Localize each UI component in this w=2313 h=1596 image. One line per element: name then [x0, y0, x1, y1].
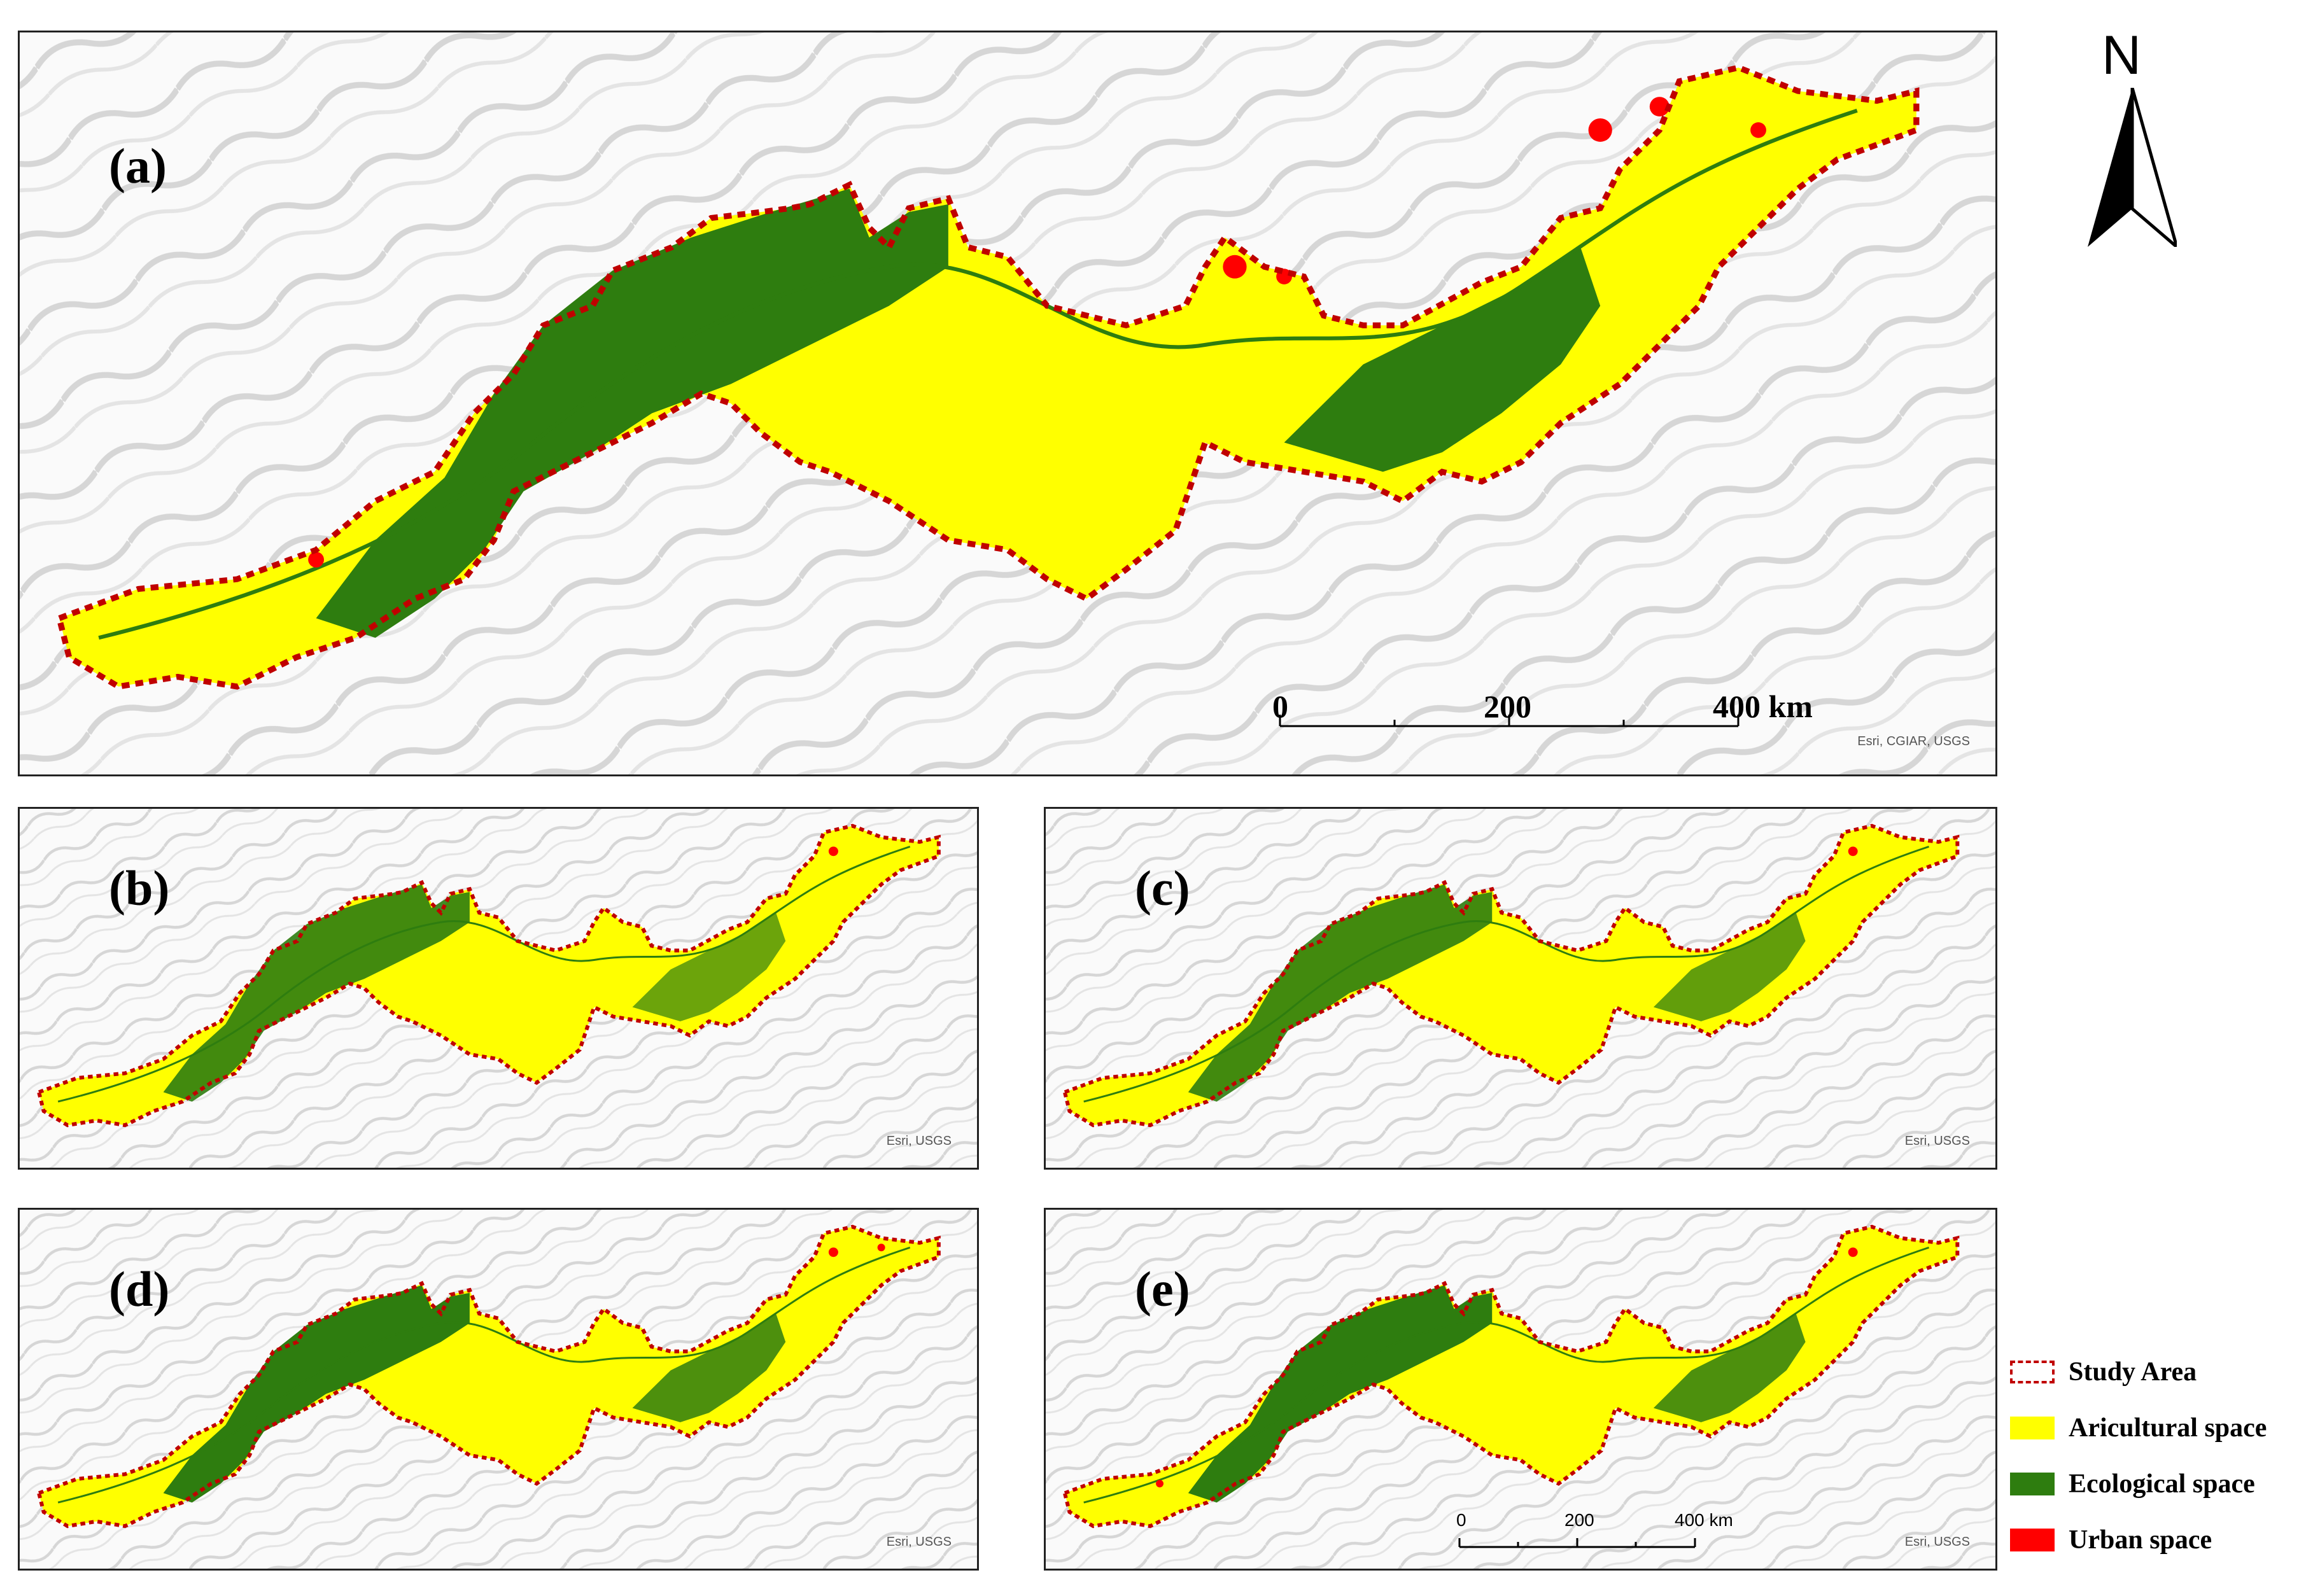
- urban-cluster: [1649, 97, 1670, 116]
- urban-cluster: [1223, 255, 1247, 279]
- scale-bar: [1279, 715, 1740, 727]
- scale-tick-label: 0: [1456, 1510, 1466, 1530]
- map-attribution: Esri, USGS: [886, 1134, 952, 1148]
- yellow-swatch-icon: [2010, 1417, 2055, 1439]
- scale-tick-label: 200: [1484, 689, 1531, 724]
- urban-cluster: [1848, 1247, 1858, 1257]
- urban-cluster: [1848, 846, 1858, 857]
- legend-item-agricultural: Aricultural space: [2010, 1400, 2303, 1456]
- panel-label: (b): [109, 860, 170, 916]
- urban-cluster: [1588, 118, 1612, 142]
- scale-tick-label: 400 km: [1675, 1510, 1733, 1530]
- north-arrow-icon: [2088, 88, 2177, 247]
- hillshade-basemap: [20, 1210, 977, 1569]
- legend-item-ecological: Ecological space: [2010, 1456, 2303, 1512]
- map-panel-b: (b) Esri, USGS: [18, 807, 979, 1170]
- legend-item-urban: Urban space: [2010, 1512, 2303, 1568]
- legend: Study Area Aricultural space Ecological …: [2010, 1344, 2303, 1568]
- urban-cluster: [828, 846, 838, 857]
- panel-label: (c): [1135, 860, 1190, 916]
- map-attribution: Esri, USGS: [886, 1535, 952, 1549]
- hillshade-basemap: [20, 809, 977, 1168]
- legend-label: Urban space: [2069, 1525, 2212, 1555]
- scale-tick-label: 400 km: [1713, 689, 1813, 724]
- hillshade-basemap: [20, 32, 1995, 774]
- map-panel-e: (e) 0 200 400 km Esri, USGS: [1044, 1208, 1997, 1571]
- map-panel-a: (a) 0 200 400 km Esri, CGIAR, USGS: [18, 31, 1997, 776]
- urban-cluster: [1156, 1480, 1164, 1488]
- panel-label: (a): [109, 138, 167, 193]
- urban-cluster: [1750, 122, 1766, 138]
- map-attribution: Esri, USGS: [1904, 1134, 1970, 1148]
- urban-cluster: [828, 1247, 838, 1257]
- map-attribution: Esri, CGIAR, USGS: [1857, 734, 1970, 748]
- legend-label: Ecological space: [2069, 1469, 2255, 1499]
- panel-label: (d): [109, 1261, 170, 1317]
- hillshade-basemap: [1046, 1210, 1995, 1569]
- scale-tick-label: 200: [1564, 1510, 1594, 1530]
- urban-cluster: [877, 1243, 885, 1252]
- map-attribution: Esri, USGS: [1904, 1535, 1970, 1549]
- map-panel-c: (c) Esri, USGS: [1044, 807, 1997, 1170]
- north-label: N: [2102, 25, 2142, 86]
- scale-bar: [1458, 1538, 1696, 1548]
- urban-cluster: [308, 552, 325, 568]
- red-swatch-icon: [2010, 1529, 2055, 1551]
- hillshade-basemap: [1046, 809, 1995, 1168]
- legend-label: Study Area: [2069, 1357, 2197, 1387]
- panel-label: (e): [1135, 1261, 1190, 1317]
- north-arrow: N: [2069, 24, 2183, 253]
- legend-item-study-area: Study Area: [2010, 1344, 2303, 1400]
- green-swatch-icon: [2010, 1473, 2055, 1495]
- dashed-outline-swatch-icon: [2010, 1361, 2055, 1383]
- scale-tick-label: 0: [1272, 689, 1288, 724]
- legend-label: Aricultural space: [2069, 1413, 2267, 1443]
- map-panel-d: (d) Esri, USGS: [18, 1208, 979, 1571]
